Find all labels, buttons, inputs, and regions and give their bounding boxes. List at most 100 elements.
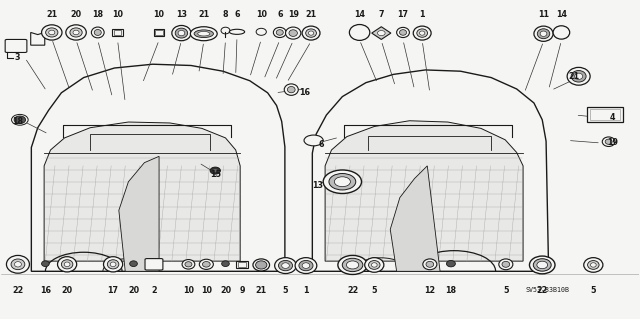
- Ellipse shape: [42, 25, 62, 40]
- Ellipse shape: [255, 261, 267, 269]
- Ellipse shape: [108, 260, 119, 269]
- Text: 22: 22: [347, 286, 358, 295]
- Ellipse shape: [413, 26, 431, 40]
- Text: 10: 10: [183, 286, 194, 295]
- Ellipse shape: [378, 31, 385, 36]
- Ellipse shape: [221, 261, 229, 267]
- Bar: [154, 29, 164, 36]
- Ellipse shape: [306, 29, 316, 37]
- Polygon shape: [312, 70, 548, 271]
- Text: 22: 22: [536, 286, 548, 295]
- Polygon shape: [372, 27, 391, 40]
- Ellipse shape: [365, 258, 384, 272]
- Ellipse shape: [499, 259, 513, 270]
- Text: 10: 10: [154, 10, 164, 19]
- Text: 22: 22: [12, 286, 24, 295]
- Ellipse shape: [284, 84, 298, 95]
- Ellipse shape: [334, 177, 350, 187]
- Ellipse shape: [182, 260, 195, 269]
- Ellipse shape: [533, 259, 551, 271]
- Text: 2: 2: [151, 286, 157, 295]
- Ellipse shape: [185, 262, 192, 267]
- Ellipse shape: [58, 257, 77, 272]
- Text: 9: 9: [239, 286, 245, 295]
- Text: 21: 21: [46, 10, 58, 19]
- Text: 5: 5: [591, 286, 596, 295]
- Ellipse shape: [221, 27, 230, 34]
- Text: 20: 20: [220, 286, 231, 295]
- Text: 5: 5: [283, 286, 288, 295]
- Ellipse shape: [399, 30, 406, 35]
- Ellipse shape: [282, 263, 289, 268]
- Text: 21: 21: [198, 10, 209, 19]
- Text: 8: 8: [223, 10, 228, 19]
- Ellipse shape: [571, 70, 586, 82]
- Ellipse shape: [553, 26, 570, 39]
- Ellipse shape: [349, 25, 370, 41]
- Text: 18: 18: [92, 10, 103, 19]
- Ellipse shape: [299, 260, 313, 271]
- Text: 5: 5: [372, 286, 377, 295]
- Text: 13: 13: [176, 10, 187, 19]
- Ellipse shape: [588, 261, 599, 269]
- Polygon shape: [44, 122, 240, 261]
- Polygon shape: [390, 166, 440, 271]
- Text: 21: 21: [305, 10, 317, 19]
- Ellipse shape: [275, 258, 296, 273]
- Ellipse shape: [397, 27, 410, 38]
- Ellipse shape: [289, 30, 298, 36]
- Text: 17: 17: [397, 10, 408, 19]
- Ellipse shape: [584, 258, 603, 272]
- Ellipse shape: [256, 28, 266, 35]
- Ellipse shape: [602, 137, 615, 146]
- Ellipse shape: [42, 261, 49, 267]
- Ellipse shape: [567, 67, 590, 85]
- Polygon shape: [325, 121, 523, 261]
- Text: 16: 16: [299, 88, 310, 97]
- Text: 6: 6: [234, 10, 240, 19]
- Text: 20: 20: [61, 286, 73, 295]
- Ellipse shape: [308, 31, 314, 35]
- Ellipse shape: [423, 259, 437, 270]
- Ellipse shape: [285, 27, 301, 39]
- Text: 13: 13: [312, 181, 324, 190]
- Text: 6: 6: [319, 140, 324, 149]
- Ellipse shape: [14, 116, 26, 123]
- Ellipse shape: [371, 263, 377, 267]
- Ellipse shape: [92, 27, 104, 38]
- Ellipse shape: [338, 256, 367, 274]
- Text: 6: 6: [277, 10, 282, 19]
- FancyBboxPatch shape: [145, 259, 163, 270]
- Text: 12: 12: [424, 286, 435, 295]
- Text: 10: 10: [112, 10, 123, 19]
- Text: 16: 16: [40, 286, 51, 295]
- Ellipse shape: [287, 86, 295, 93]
- Ellipse shape: [94, 29, 101, 35]
- Ellipse shape: [172, 26, 191, 41]
- Ellipse shape: [540, 31, 547, 36]
- Ellipse shape: [529, 256, 555, 274]
- Ellipse shape: [66, 25, 86, 40]
- Ellipse shape: [276, 30, 284, 35]
- Ellipse shape: [15, 262, 21, 267]
- Text: 19: 19: [607, 138, 618, 147]
- Text: 17: 17: [108, 286, 118, 295]
- Bar: [156, 30, 163, 35]
- Polygon shape: [119, 156, 159, 271]
- Ellipse shape: [70, 28, 82, 37]
- Ellipse shape: [61, 260, 73, 269]
- Ellipse shape: [302, 26, 320, 40]
- Text: 3: 3: [15, 53, 20, 62]
- Ellipse shape: [198, 32, 210, 36]
- Ellipse shape: [49, 30, 55, 35]
- Text: 1: 1: [303, 286, 308, 295]
- Text: 7: 7: [378, 10, 384, 19]
- FancyBboxPatch shape: [587, 108, 623, 122]
- Ellipse shape: [302, 263, 310, 268]
- Ellipse shape: [575, 73, 582, 79]
- Text: 14: 14: [556, 10, 567, 19]
- Ellipse shape: [229, 29, 244, 34]
- Ellipse shape: [329, 174, 356, 190]
- Ellipse shape: [73, 30, 79, 35]
- Text: 15: 15: [210, 170, 221, 179]
